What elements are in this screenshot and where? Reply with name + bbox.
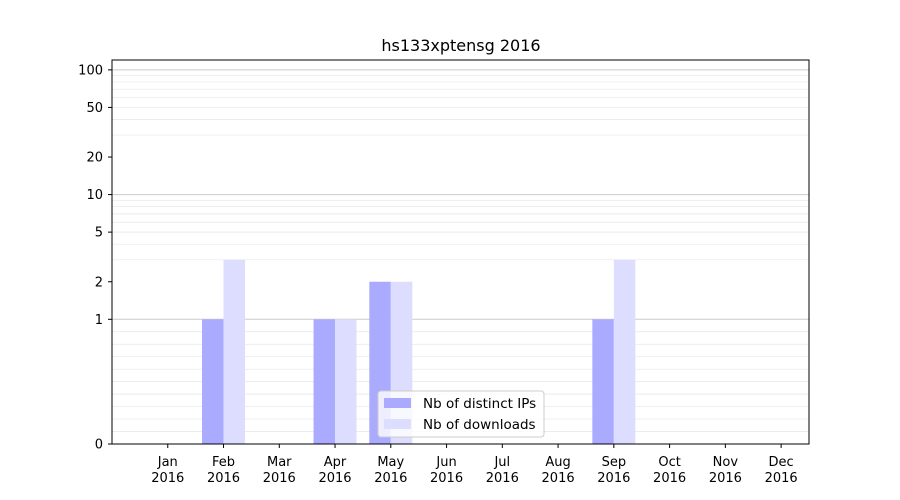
y-tick-label: 10 [86, 188, 103, 203]
bar-downloads [335, 319, 357, 444]
x-tick-label-year: 2016 [318, 471, 351, 486]
y-axis: 0 1 2 5 10 20 50 100 [78, 63, 112, 453]
x-tick-label-month: Sep [602, 455, 627, 470]
x-tick-label-year: 2016 [486, 471, 519, 486]
x-tick-label-month: Dec [769, 455, 794, 470]
x-tick-label-month: Feb [212, 455, 235, 470]
x-tick-label-month: Jun [435, 455, 456, 470]
plot-area-frame [111, 59, 810, 445]
y-tick-label: 20 [86, 151, 103, 166]
legend-box [377, 390, 545, 438]
x-tick-label-month: Aug [545, 455, 570, 470]
x-tick-label-month: Oct [658, 455, 680, 470]
x-tick-label-month: Mar [267, 455, 292, 470]
x-tick-label-year: 2016 [151, 471, 184, 486]
bar-distinct-ips [592, 319, 614, 444]
y-tick-label: 5 [95, 226, 103, 241]
x-tick-label-year: 2016 [430, 471, 463, 486]
y-tick-label: 1 [95, 313, 103, 328]
bar-distinct-ips [313, 319, 336, 444]
x-tick-label-year: 2016 [653, 471, 686, 486]
chart-title: hs133xptensg 2016 [381, 36, 540, 55]
x-tick-label-year: 2016 [374, 471, 407, 486]
x-tick-label-month: Jan [157, 455, 178, 470]
y-tick-label: 100 [78, 63, 103, 78]
bar-downloads [223, 259, 246, 444]
bar-distinct-ips [202, 319, 224, 444]
y-tick-label: 50 [86, 101, 103, 116]
x-tick-label-year: 2016 [709, 471, 742, 486]
x-tick-label-year: 2016 [597, 471, 630, 486]
x-tick-label-year: 2016 [207, 471, 240, 486]
legend-label: Nb of distinct IPs [423, 396, 536, 412]
legend-label: Nb of downloads [423, 417, 536, 433]
x-tick-label-month: Jul [493, 455, 510, 470]
x-tick-label-month: Nov [713, 455, 739, 470]
x-tick-label-year: 2016 [765, 471, 798, 486]
legend: Nb of distinct IPs Nb of downloads [377, 390, 545, 438]
legend-swatch [384, 419, 411, 429]
y-tick-label: 2 [95, 275, 103, 290]
legend-swatch [384, 398, 411, 408]
x-tick-label-month: May [377, 455, 404, 470]
x-tick-label-month: Apr [324, 455, 347, 470]
x-tick-label-year: 2016 [263, 471, 296, 486]
bar-downloads [613, 259, 636, 444]
x-axis: Jan2016Feb2016Mar2016Apr2016May2016Jun20… [151, 444, 798, 486]
y-tick-label: 0 [95, 438, 103, 453]
x-tick-label-year: 2016 [542, 471, 575, 486]
